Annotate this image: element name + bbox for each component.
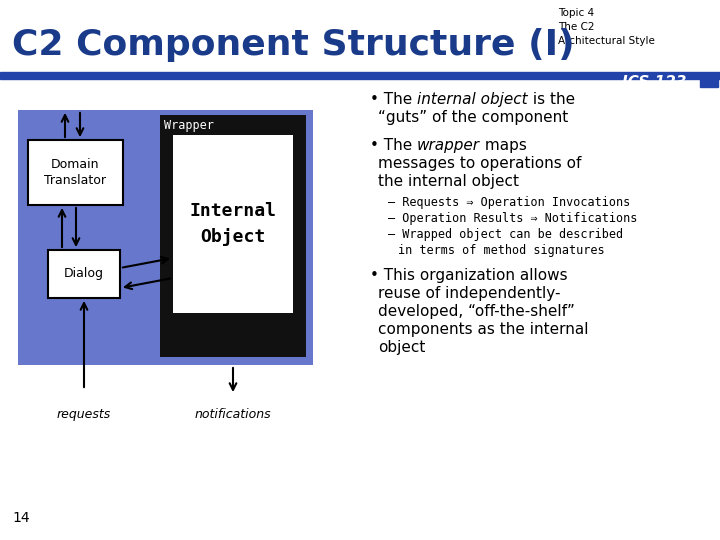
Text: Dialog: Dialog [64, 267, 104, 280]
Text: 14: 14 [12, 511, 30, 525]
Text: is the: is the [528, 92, 575, 107]
Text: – Operation Results ⇒ Notifications: – Operation Results ⇒ Notifications [388, 212, 637, 225]
Text: the internal object: the internal object [378, 174, 519, 189]
Text: C2 Component Structure (I): C2 Component Structure (I) [12, 28, 575, 62]
Bar [18, 110, 313, 365]
Text: – Wrapped object can be described: – Wrapped object can be described [388, 228, 623, 241]
Text: Topic 4
The C2
Architectural Style: Topic 4 The C2 Architectural Style [558, 8, 655, 46]
Text: notifications: notifications [194, 408, 271, 421]
Text: maps: maps [480, 138, 527, 153]
Bar [0, 72, 720, 79]
Text: messages to operations of: messages to operations of [378, 156, 581, 171]
Bar [173, 135, 293, 313]
Text: • The: • The [370, 138, 417, 153]
Bar [48, 250, 120, 298]
Text: reuse of independently-: reuse of independently- [378, 286, 560, 301]
Text: “guts” of the component: “guts” of the component [378, 110, 568, 125]
Bar [28, 140, 123, 205]
Text: • The: • The [370, 92, 417, 107]
Text: components as the internal: components as the internal [378, 322, 588, 337]
Bar [700, 75, 718, 87]
Text: in terms of method signatures: in terms of method signatures [398, 244, 605, 257]
Text: Wrapper: Wrapper [164, 119, 214, 132]
Text: • This organization allows: • This organization allows [370, 268, 567, 283]
Text: ICS 123: ICS 123 [622, 75, 686, 90]
Text: Domain
Translator: Domain Translator [45, 158, 107, 187]
Text: wrapper: wrapper [417, 138, 480, 153]
Text: Internal
Object: Internal Object [189, 202, 276, 246]
Bar [160, 115, 306, 357]
Text: developed, “off-the-shelf”: developed, “off-the-shelf” [378, 304, 575, 319]
Text: requests: requests [57, 408, 111, 421]
Text: internal object: internal object [417, 92, 528, 107]
Text: – Requests ⇒ Operation Invocations: – Requests ⇒ Operation Invocations [388, 196, 630, 209]
Text: object: object [378, 340, 426, 355]
